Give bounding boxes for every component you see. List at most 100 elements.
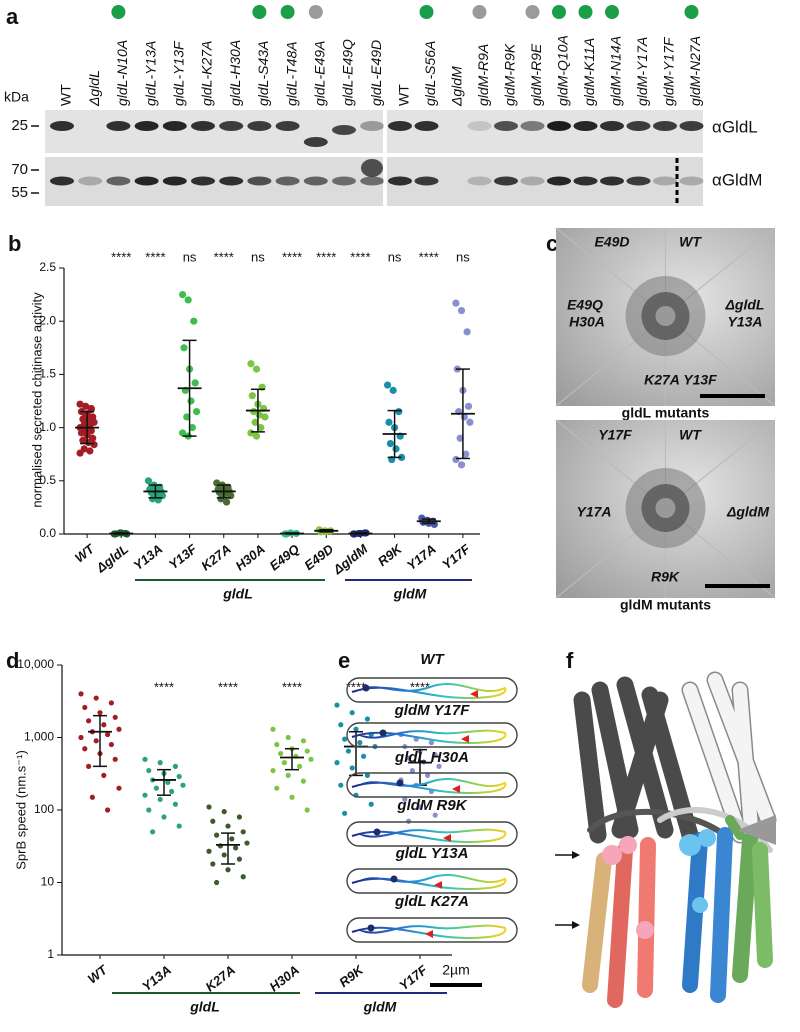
data-point (457, 306, 466, 315)
significance-label: ns (456, 249, 470, 264)
data-point (89, 794, 95, 800)
antibody-label: αGldL (712, 117, 758, 136)
data-point (342, 810, 348, 816)
significance-label: **** (214, 249, 234, 264)
data-point (116, 785, 122, 791)
lane-label: gldL-S56A (422, 41, 438, 106)
data-point (349, 710, 355, 716)
data-point (112, 756, 118, 762)
significance-label: **** (282, 679, 302, 694)
y-tick-label: 0.0 (39, 526, 56, 540)
track-start (390, 875, 398, 883)
data-point (146, 767, 152, 774)
data-point (82, 402, 90, 410)
data-point (76, 400, 84, 408)
error-bar (114, 532, 129, 535)
error-bar (157, 768, 171, 796)
data-point (304, 748, 310, 754)
data-point (142, 792, 148, 798)
group-label: gldM (363, 999, 397, 1015)
data-point (176, 823, 182, 829)
scale-label: 2µm (442, 962, 470, 978)
lane-label: gldM-Y17F (661, 36, 677, 106)
track (351, 828, 507, 843)
blot-band (134, 176, 159, 186)
data-point (338, 722, 344, 728)
blot-band (106, 176, 131, 186)
cell-label: gldM R9K (396, 797, 467, 814)
significance-label: **** (111, 249, 131, 264)
blot-band (653, 176, 677, 186)
blot-band (191, 121, 215, 131)
data-point (210, 818, 216, 824)
data-point (383, 381, 392, 389)
lane-label: ΔgldL (86, 70, 102, 107)
data-point (112, 714, 118, 720)
data-point (409, 767, 415, 774)
blot-band (106, 121, 131, 131)
x-tick-label: R9K (375, 540, 406, 569)
data-point (184, 296, 192, 304)
lane-label: gldL-N10A (114, 40, 130, 106)
panel-label: f (566, 648, 574, 673)
data-point (297, 763, 303, 769)
cell-label: gldL H30A (394, 749, 469, 766)
x-tick-label: K27A (198, 541, 233, 573)
lane-dot (684, 5, 699, 19)
data-point (406, 818, 412, 824)
data-point (105, 731, 111, 738)
error-bar (93, 714, 107, 768)
data-point (252, 365, 261, 373)
data-point (144, 477, 153, 485)
x-tick-label: K27A (203, 962, 238, 994)
data-point (150, 829, 156, 835)
significance-label: ns (251, 249, 265, 264)
x-tick-label: E49Q (267, 541, 302, 573)
blot-band (494, 176, 518, 186)
data-point (432, 752, 438, 758)
data-point (251, 418, 259, 426)
lane-label: gldM-N14A (608, 36, 624, 106)
data-point (285, 734, 291, 741)
y-axis-title: normalised secreted chitinase activity (29, 292, 44, 508)
error-bar (319, 528, 334, 533)
blot-band (360, 121, 385, 131)
data-point (191, 379, 199, 387)
blot-band (600, 121, 624, 131)
data-point (183, 413, 191, 421)
data-point (82, 704, 88, 711)
significance-label: **** (350, 249, 370, 264)
x-tick-label: Y17F (396, 962, 431, 994)
cell-label: gldL Y13A (395, 845, 469, 862)
cell-label: gldM Y17F (394, 702, 471, 719)
data-point (221, 852, 227, 858)
data-point (425, 772, 431, 779)
data-point (86, 763, 92, 769)
track (351, 729, 507, 744)
blot-band (162, 121, 187, 131)
blot-band (388, 176, 412, 186)
x-tick-label: E49D (301, 541, 336, 573)
lane-label: gldL-T48A (283, 41, 299, 106)
blot-band (78, 176, 103, 186)
group-label: gldL (189, 999, 220, 1015)
data-point (240, 874, 246, 880)
significance-label: **** (282, 249, 302, 264)
blot-band (547, 176, 571, 186)
blot-band (247, 176, 272, 186)
strain-label: E49D (594, 234, 629, 250)
blot-smear (361, 159, 383, 177)
data-point (300, 778, 306, 784)
data-point (392, 445, 400, 453)
data-point (353, 726, 359, 732)
plate-caption: gldL mutants (622, 405, 710, 421)
data-point (364, 772, 370, 779)
plate-center (655, 306, 676, 326)
lane-dot (525, 5, 540, 19)
data-point (108, 741, 114, 748)
data-point (190, 317, 198, 325)
track-start (396, 779, 404, 787)
significance-label: **** (154, 679, 174, 694)
panel-label: a (6, 4, 19, 29)
lane-label: gldL-E49A (312, 41, 328, 106)
